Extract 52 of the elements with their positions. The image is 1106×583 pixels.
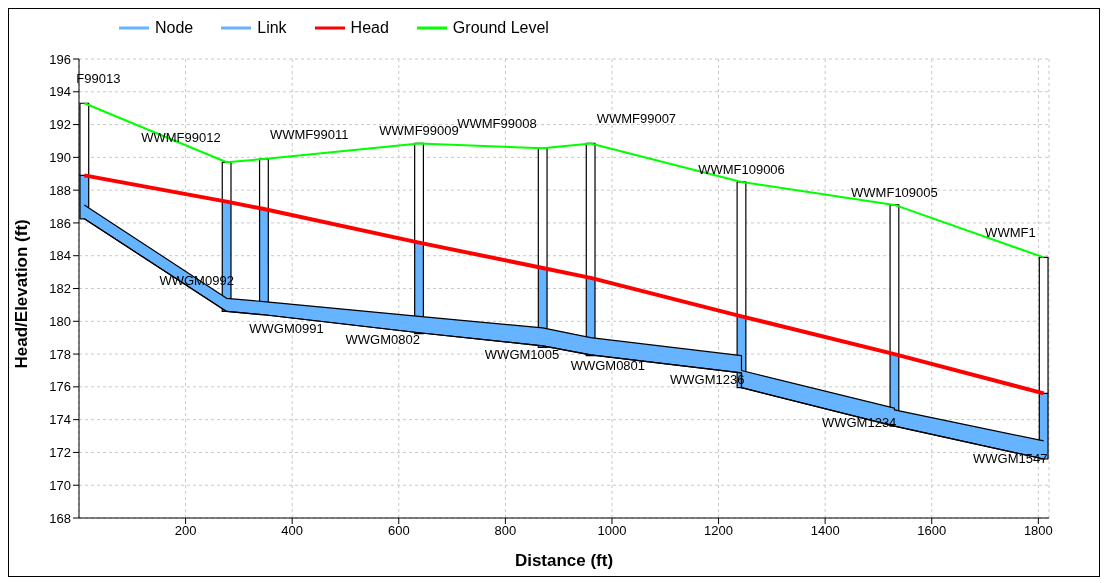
annotation: WWGM1005 [484, 347, 560, 363]
annotation: WWMF99007 [596, 111, 677, 127]
legend-label: Node [155, 19, 194, 37]
annotation: WWGM0802 [345, 331, 420, 347]
y-tick-label: 170 [49, 477, 71, 493]
annotation: WWMF99008 [457, 116, 537, 132]
bar [585, 142, 596, 279]
bar [537, 147, 548, 269]
y-tick-label: 182 [49, 281, 71, 297]
y-tick-label: 184 [49, 248, 71, 264]
legend-label: Head [350, 19, 389, 37]
annotation: WWGM0801 [570, 358, 646, 374]
y-tick-label: 172 [49, 445, 71, 461]
y-axis-title: Head/Elevation (ft) [12, 219, 32, 369]
x-tick-label: 1400 [810, 523, 840, 539]
y-tick-label: 176 [49, 379, 71, 395]
annotation: F99013 [76, 71, 121, 87]
y-tick-label: 188 [49, 182, 71, 198]
x-tick-label: 600 [387, 523, 410, 539]
legend-label: Ground Level [452, 19, 549, 37]
y-tick-label: 192 [49, 117, 71, 133]
annotation: WWMF99009 [379, 123, 459, 139]
annotation: WWGM1547 [973, 450, 1048, 466]
y-tick-label: 194 [49, 84, 71, 100]
y-tick-label: 180 [49, 313, 71, 329]
x-axis-title: Distance (ft) [514, 551, 614, 570]
y-tick-label: 196 [49, 51, 71, 67]
y-tick-label: 174 [49, 412, 71, 428]
annotation: WWMF109005 [851, 184, 938, 200]
annotation: WWMF99011 [269, 127, 349, 142]
x-tick-label: 1000 [597, 523, 627, 539]
y-tick-label: 186 [49, 215, 71, 231]
x-tick-label: 1800 [1023, 523, 1053, 539]
y-tick-label: 168 [49, 510, 71, 526]
y-tick-label: 190 [49, 149, 71, 165]
x-tick-label: 1600 [917, 523, 947, 539]
line-series [83, 102, 1045, 259]
annotation: WWMF109006 [698, 161, 785, 177]
y-tick-label: 178 [49, 346, 71, 362]
x-tick-label: 400 [281, 523, 304, 539]
bar [258, 158, 269, 210]
bar [221, 161, 232, 203]
annotation: WWGM0991 [249, 321, 324, 337]
x-tick-label: 200 [174, 523, 197, 539]
annotation: WWMF1 [985, 225, 1036, 241]
line-series [82, 173, 1046, 396]
x-tick-label: 1200 [704, 523, 734, 539]
legend-label: Link [257, 19, 287, 37]
bar [889, 204, 900, 355]
x-tick-label: 800 [494, 523, 517, 539]
bar [736, 181, 747, 317]
bar [414, 142, 424, 244]
